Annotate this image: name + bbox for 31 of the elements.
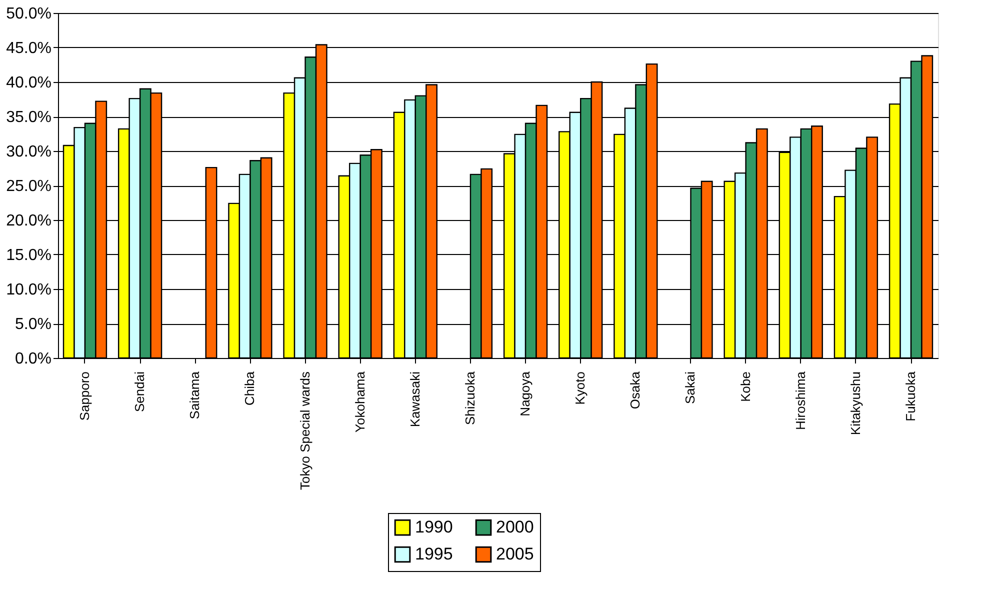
x-tick-label: Osaka — [628, 370, 643, 410]
y-tick-label: 30.0% — [6, 144, 52, 160]
x-tick-label: Sendai — [132, 371, 148, 412]
y-tick-label: 20.0% — [6, 212, 52, 230]
y-tick-label: 50.0% — [6, 6, 52, 22]
y-tick-label: 45.0% — [6, 40, 52, 57]
x-tick-label: Kobe — [738, 372, 753, 402]
y-tick-label: 0.0% — [15, 350, 52, 368]
x-tick-label: Sakai — [682, 371, 698, 404]
legend-label: 2005 — [496, 544, 534, 564]
y-tick-label: 5.0% — [15, 316, 52, 333]
x-tick-label: Nagoya — [518, 370, 533, 416]
y-tick-label: 10.0% — [6, 282, 52, 298]
x-tick-label: Shizuoka — [462, 370, 478, 425]
x-tick-label: Yokohama — [352, 370, 368, 432]
x-tick-label: Kawasaki — [407, 371, 422, 428]
y-tick-label: 40.0% — [6, 74, 52, 92]
x-tick-label: Saitama — [187, 370, 202, 420]
x-tick-label: Chiba — [242, 370, 258, 406]
y-tick-label: 15.0% — [6, 247, 52, 264]
x-tick-label: Fukuoka — [903, 370, 918, 422]
x-tick-label: Kyoto — [572, 372, 588, 405]
x-tick-label: Hiroshima — [792, 370, 808, 430]
legend-label: 2000 — [496, 518, 534, 537]
y-tick-label: 25.0% — [6, 178, 52, 195]
legend-label: 1995 — [415, 544, 453, 564]
y-tick-label: 35.0% — [6, 109, 52, 126]
x-tick-label: Tokyo Special wards — [297, 371, 312, 490]
x-tick-label: Sapporo — [76, 372, 92, 421]
x-tick-label: Kitakyushu — [848, 372, 863, 436]
legend-label: 1990 — [415, 518, 453, 537]
